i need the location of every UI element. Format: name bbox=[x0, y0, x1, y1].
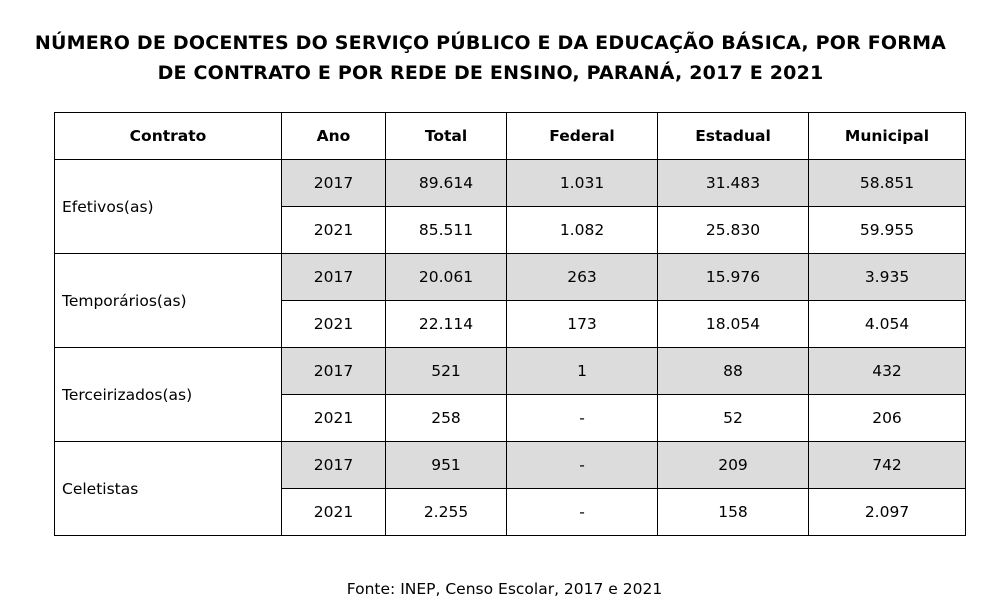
header-contrato: Contrato bbox=[54, 112, 282, 160]
cell-contrato: Efetivos(as) bbox=[54, 159, 282, 254]
cell-estadual: 25.830 bbox=[657, 206, 809, 254]
cell-federal: 263 bbox=[506, 253, 658, 301]
cell-estadual: 18.054 bbox=[657, 300, 809, 348]
cell-ano: 2021 bbox=[281, 206, 386, 254]
cell-total: 22.114 bbox=[385, 300, 507, 348]
cell-total: 89.614 bbox=[385, 159, 507, 207]
source-note: Fonte: INEP, Censo Escolar, 2017 e 2021 bbox=[346, 580, 663, 598]
header-estadual: Estadual bbox=[657, 112, 809, 160]
cell-ano: 2017 bbox=[281, 347, 386, 395]
header-ano: Ano bbox=[281, 112, 386, 160]
cell-municipal: 58.851 bbox=[808, 159, 966, 207]
title-line-1: NÚMERO DE DOCENTES DO SERVIÇO PÚBLICO E … bbox=[34, 32, 947, 54]
cell-ano: 2017 bbox=[281, 441, 386, 489]
header-municipal: Municipal bbox=[808, 112, 966, 160]
cell-federal: - bbox=[506, 394, 658, 442]
table-row: 2021 85.511 1.082 25.830 59.955 bbox=[55, 206, 966, 254]
cell-ano: 2021 bbox=[281, 300, 386, 348]
cell-estadual: 52 bbox=[657, 394, 809, 442]
cell-total: 2.255 bbox=[385, 488, 507, 536]
table-body: Efetivos(as) 2017 89.614 1.031 31.483 58.851 2… bbox=[54, 159, 966, 536]
cell-federal: 173 bbox=[506, 300, 658, 348]
cell-federal: - bbox=[506, 441, 658, 489]
page-title: NÚMERO DE DOCENTES DO SERVIÇO PÚBLICO E … bbox=[0, 28, 981, 88]
title-line-2: DE CONTRATO E POR REDE DE ENSINO, PARANÁ… bbox=[157, 62, 824, 84]
cell-estadual: 158 bbox=[657, 488, 809, 536]
header-total: Total bbox=[385, 112, 507, 160]
table-row: Temporários(as) 2017 20.061 263 15.976 3.935 bbox=[54, 253, 966, 348]
cell-total: 258 bbox=[385, 394, 507, 442]
cell-contrato: Temporários(as) bbox=[54, 253, 282, 348]
cell-total: 521 bbox=[385, 347, 507, 395]
table-header-row: Contrato Ano Total Federal Estadual Muni… bbox=[54, 112, 966, 160]
table-row: Celetistas 2017 951-209 742 bbox=[54, 441, 966, 536]
cell-total: 951 bbox=[385, 441, 507, 489]
table-row: 2021 22.114 173 18.054 4.054 bbox=[55, 300, 966, 348]
cell-municipal: 59.955 bbox=[808, 206, 966, 254]
table-row: Efetivos(as) 2017 89.614 1.031 31.483 58.851 bbox=[54, 159, 966, 254]
cell-estadual: 31.483 bbox=[657, 159, 809, 207]
cell-ano: 2017 bbox=[281, 159, 386, 207]
cell-federal: 1 bbox=[506, 347, 658, 395]
cell-municipal: 2.097 bbox=[808, 488, 966, 536]
cell-total: 20.061 bbox=[385, 253, 507, 301]
cell-contrato: Terceirizados(as) bbox=[54, 347, 282, 442]
cell-total: 85.511 bbox=[385, 206, 507, 254]
cell-estadual: 88 bbox=[657, 347, 809, 395]
cell-estadual: 209 bbox=[657, 441, 809, 489]
table-row: Terceirizados(as) 2017 521 1 88 432 bbox=[54, 347, 966, 442]
cell-ano: 2017 bbox=[281, 253, 386, 301]
header-federal: Federal bbox=[506, 112, 658, 160]
cell-federal: 1.031 bbox=[506, 159, 658, 207]
cell-federal: - bbox=[506, 488, 658, 536]
cell-ano: 2021 bbox=[281, 394, 386, 442]
cell-municipal: 206 bbox=[808, 394, 966, 442]
cell-municipal: 432 bbox=[808, 347, 966, 395]
cell-municipal: 4.054 bbox=[808, 300, 966, 348]
cell-municipal: 3.935 bbox=[808, 253, 966, 301]
cell-federal: 1.082 bbox=[506, 206, 658, 254]
cell-estadual: 15.976 bbox=[657, 253, 809, 301]
docentes-table: Contrato Ano Total Federal Estadual Muni… bbox=[54, 112, 966, 536]
cell-ano: 2021 bbox=[281, 488, 386, 536]
cell-municipal: 742 bbox=[808, 441, 966, 489]
cell-contrato: Celetistas bbox=[54, 441, 282, 536]
table-row: 2021 2.255-158 2.097 bbox=[55, 488, 966, 536]
